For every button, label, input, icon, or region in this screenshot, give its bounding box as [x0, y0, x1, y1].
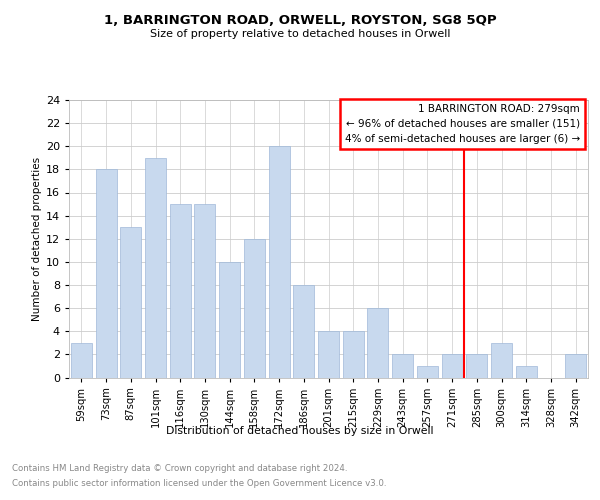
Bar — [343, 331, 364, 378]
Bar — [417, 366, 438, 378]
Text: Distribution of detached houses by size in Orwell: Distribution of detached houses by size … — [166, 426, 434, 436]
Bar — [219, 262, 240, 378]
Bar — [120, 227, 141, 378]
Bar — [95, 170, 116, 378]
Bar — [170, 204, 191, 378]
Bar — [318, 331, 339, 378]
Bar — [145, 158, 166, 378]
Bar — [442, 354, 463, 378]
Bar — [491, 343, 512, 378]
Y-axis label: Number of detached properties: Number of detached properties — [32, 156, 41, 321]
Bar — [293, 285, 314, 378]
Bar — [565, 354, 586, 378]
Text: 1, BARRINGTON ROAD, ORWELL, ROYSTON, SG8 5QP: 1, BARRINGTON ROAD, ORWELL, ROYSTON, SG8… — [104, 14, 496, 27]
Text: Contains public sector information licensed under the Open Government Licence v3: Contains public sector information licen… — [12, 478, 386, 488]
Bar — [71, 343, 92, 378]
Text: Contains HM Land Registry data © Crown copyright and database right 2024.: Contains HM Land Registry data © Crown c… — [12, 464, 347, 473]
Bar — [194, 204, 215, 378]
Bar — [516, 366, 537, 378]
Text: Size of property relative to detached houses in Orwell: Size of property relative to detached ho… — [150, 29, 450, 39]
Text: 1 BARRINGTON ROAD: 279sqm
← 96% of detached houses are smaller (151)
4% of semi-: 1 BARRINGTON ROAD: 279sqm ← 96% of detac… — [345, 104, 580, 144]
Bar — [367, 308, 388, 378]
Bar — [244, 239, 265, 378]
Bar — [392, 354, 413, 378]
Bar — [466, 354, 487, 378]
Bar — [269, 146, 290, 378]
